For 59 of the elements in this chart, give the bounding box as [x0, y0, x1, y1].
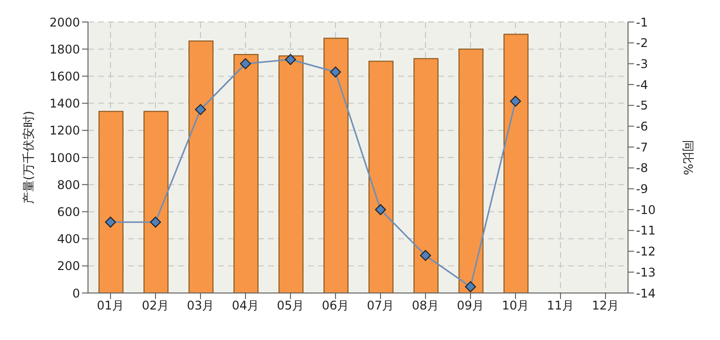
point — [465, 281, 476, 292]
y-tick-label: 400 — [57, 232, 80, 246]
point — [420, 250, 431, 261]
y-tick-label: 1400 — [49, 96, 80, 111]
point — [240, 58, 251, 70]
y-tick-label: 2000 — [49, 15, 80, 30]
x-tick-label: 03月 — [186, 298, 214, 313]
point — [105, 216, 116, 228]
y-tick-label: 1200 — [49, 124, 80, 138]
bar — [98, 110, 124, 293]
point — [330, 66, 341, 78]
point — [510, 96, 521, 107]
x-tick-label: 05月 — [276, 298, 304, 313]
x-tick-label: 10月 — [502, 298, 530, 313]
y-tick-label: 1800 — [49, 42, 80, 56]
y-tick-label: 1600 — [49, 69, 80, 84]
y-axis-title: 产量(万千伏安时) — [21, 110, 36, 204]
bar — [188, 40, 214, 293]
bar — [278, 55, 304, 293]
bar — [414, 58, 438, 293]
y-tick-label: 0 — [72, 286, 80, 300]
y2-axis-title: 同比% — [680, 140, 695, 176]
x-tick-label: 04月 — [232, 298, 260, 313]
y2-tick-label: -13 — [636, 265, 656, 280]
bar — [324, 38, 348, 293]
x-tick-label: 07月 — [366, 298, 394, 313]
x-tick-label: 01月 — [96, 298, 124, 313]
y2-tick-label: -14 — [636, 286, 656, 300]
bar — [144, 110, 168, 293]
y2-tick-label: -1 — [636, 15, 648, 30]
point — [150, 216, 161, 228]
y2-tick-label: -6 — [636, 119, 648, 134]
y2-tick-label: -5 — [636, 98, 648, 113]
y-tick-label: 200 — [57, 259, 80, 274]
bar — [368, 60, 394, 293]
y2-tick-label: -9 — [636, 182, 648, 196]
y2-tick-label: -3 — [636, 56, 648, 71]
x-tick-label: 02月 — [142, 298, 170, 313]
bar — [234, 54, 258, 293]
x-tick-label: 09月 — [456, 298, 484, 313]
point — [195, 104, 206, 116]
bar — [504, 34, 528, 293]
y2-tick-label: -10 — [636, 202, 656, 217]
y2-tick-label: -7 — [636, 140, 648, 154]
y2-tick-label: -11 — [636, 224, 656, 238]
y-tick-label: 1000 — [49, 150, 80, 165]
y2-tick-label: -12 — [636, 244, 656, 259]
y-tick-label: 800 — [57, 178, 80, 192]
point — [375, 204, 386, 216]
x-tick-label: 12月 — [592, 298, 620, 313]
y2-tick-label: -4 — [636, 78, 648, 92]
y-tick-label: 600 — [57, 204, 80, 219]
bar — [458, 48, 484, 293]
x-tick-label: 11月 — [546, 298, 574, 313]
y2-tick-label: -2 — [636, 36, 648, 50]
y2-tick-label: -8 — [636, 161, 648, 176]
point — [285, 54, 296, 66]
x-tick-label: 08月 — [412, 298, 440, 313]
x-tick-label: 06月 — [322, 298, 350, 313]
